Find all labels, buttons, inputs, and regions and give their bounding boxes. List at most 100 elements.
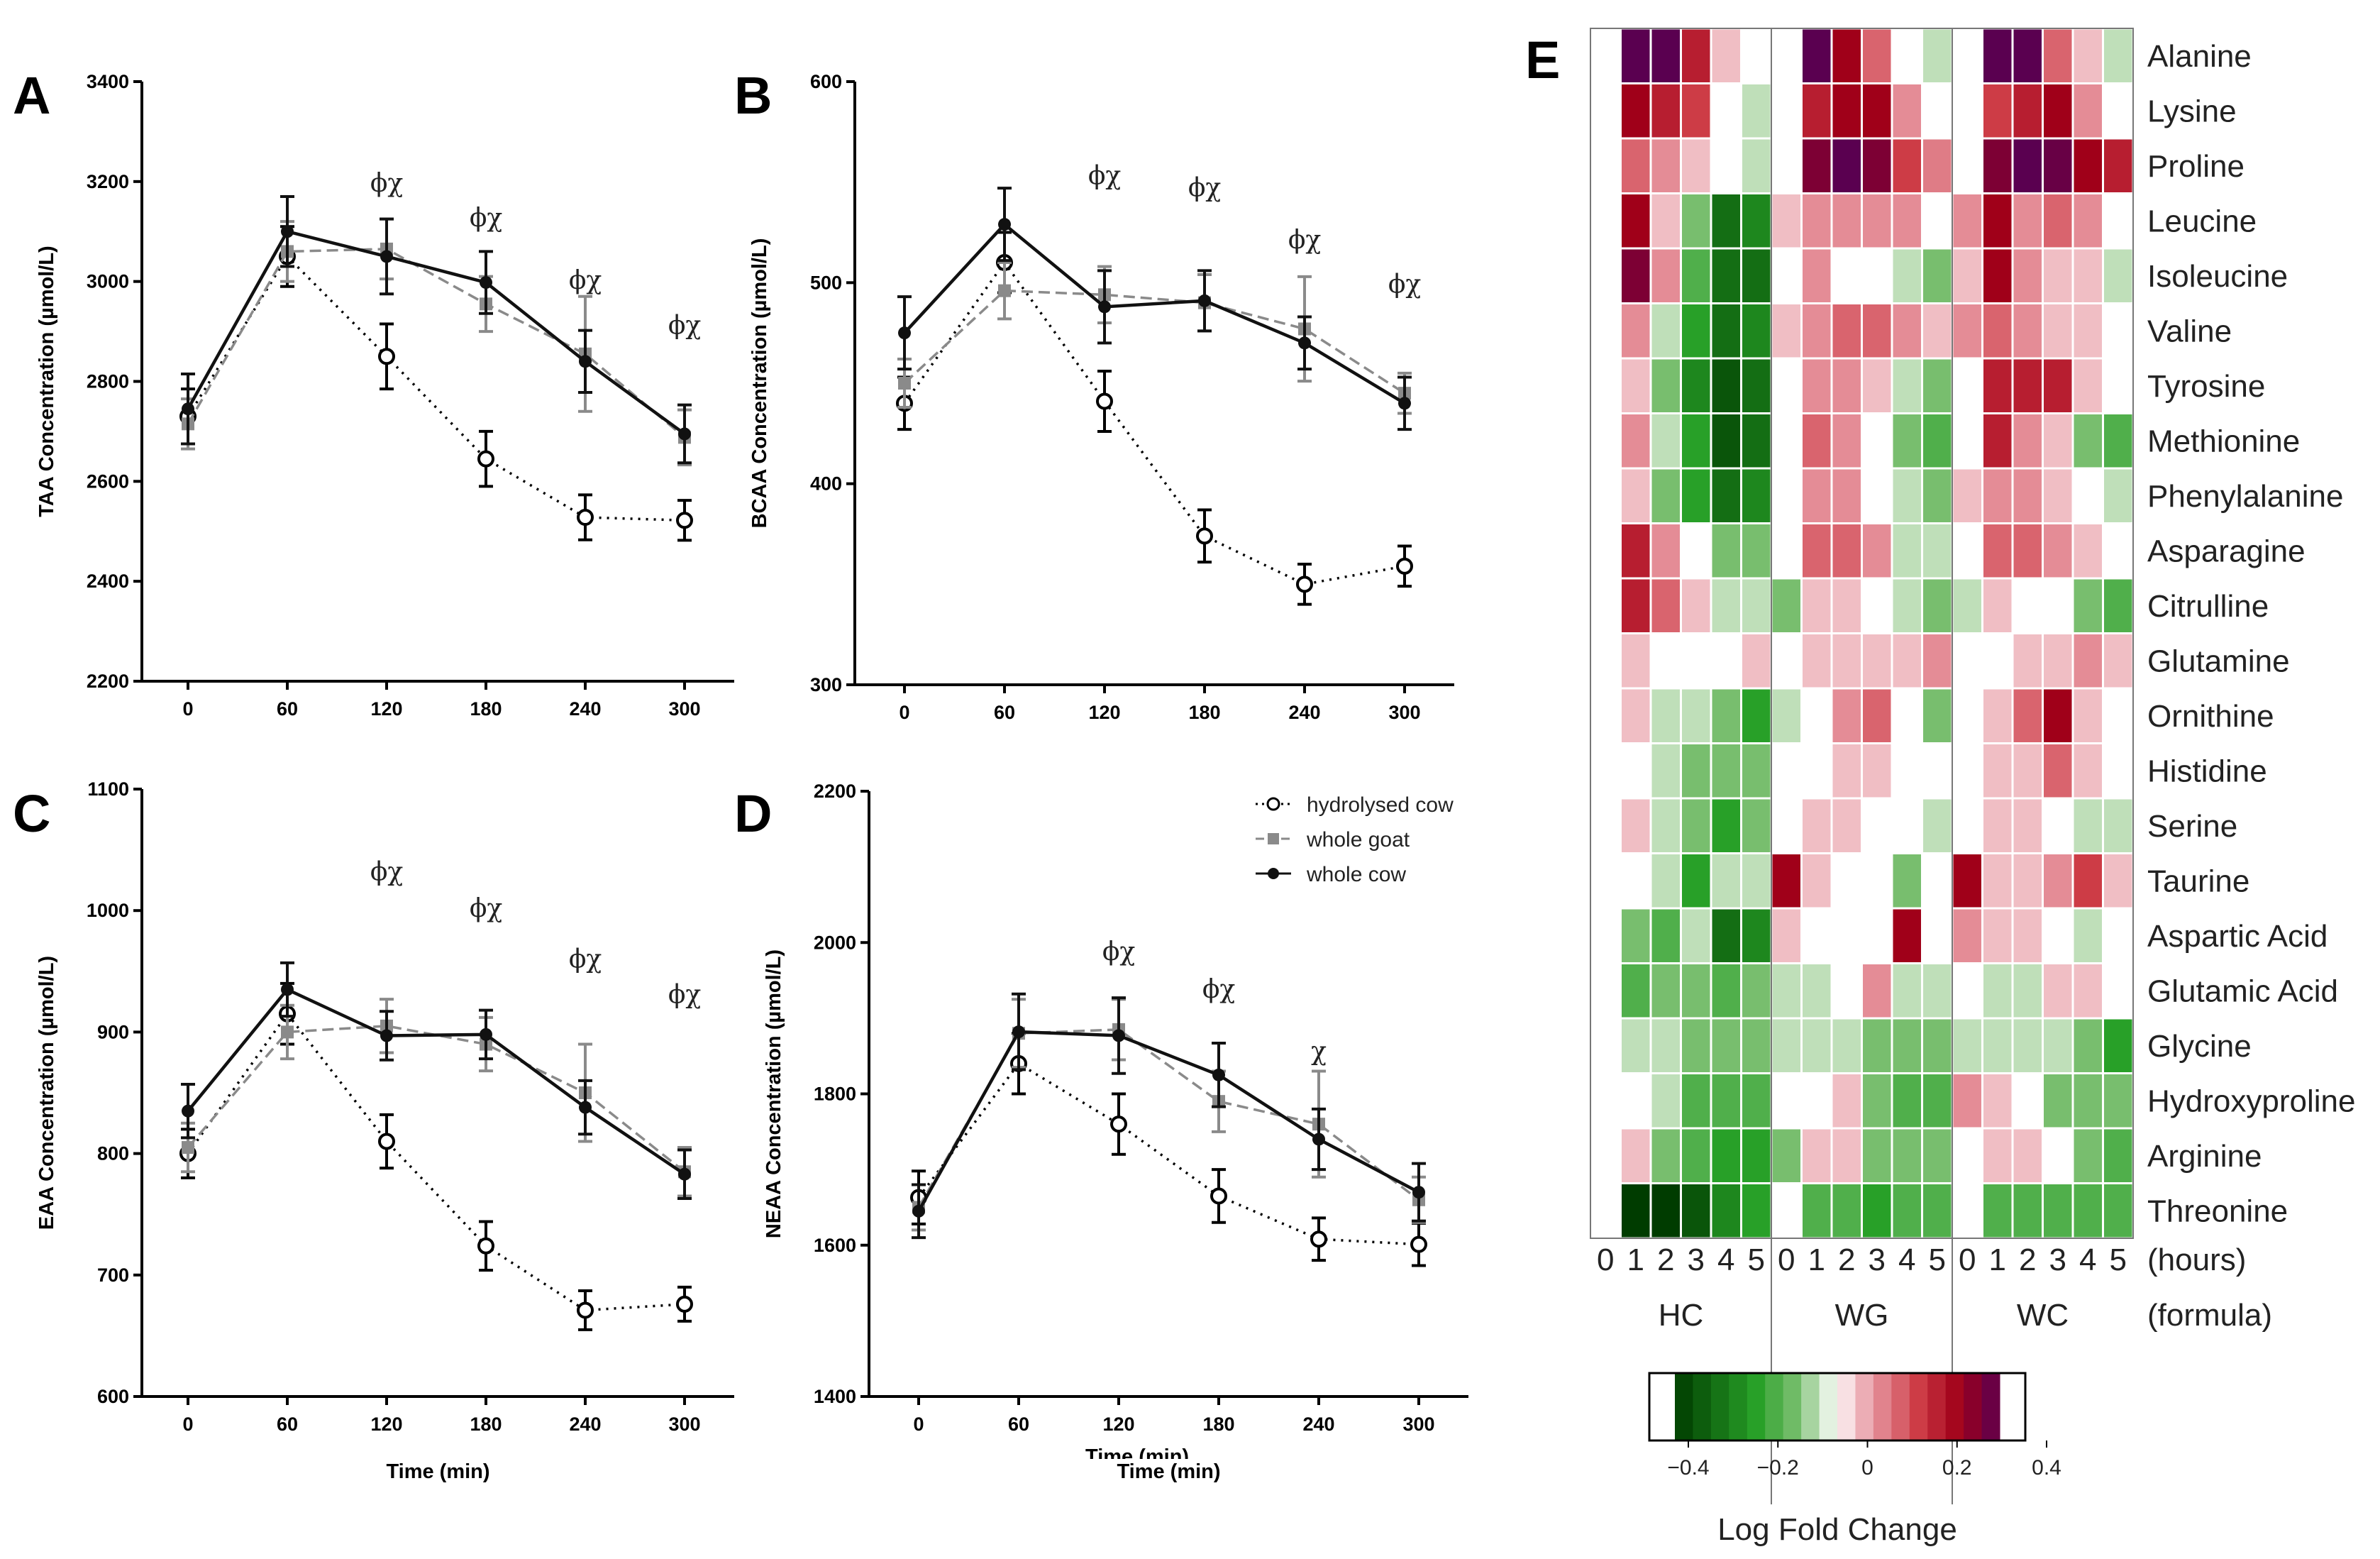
heatmap-cell	[1800, 797, 1833, 854]
data-point	[1096, 392, 1113, 410]
heatmap-cell	[1891, 522, 1923, 580]
x-tick-label: 0	[182, 698, 193, 720]
heatmap-cell	[1861, 632, 1893, 690]
heatmap-cell	[1891, 412, 1923, 470]
data-point	[378, 348, 395, 365]
heatmap-cell	[1891, 907, 1923, 964]
heatmap-cell	[1680, 137, 1712, 194]
colorbar-swatch	[1855, 1373, 1874, 1440]
heatmap-cell	[2102, 1072, 2135, 1130]
y-tick-label: 2800	[87, 371, 129, 392]
heatmap-cell	[1649, 412, 1682, 470]
heatmap-cell	[1830, 962, 1863, 1020]
heatmap-cell	[1770, 357, 1803, 414]
heatmap-cell	[2102, 27, 2135, 84]
hour-label: 4	[2079, 1243, 2096, 1277]
heatmap-cell	[1951, 357, 1983, 414]
heatmap-cell	[1589, 1072, 1622, 1130]
heatmap-cell	[1740, 1127, 1773, 1184]
data-point	[678, 427, 691, 441]
heatmap-cell	[1951, 247, 1983, 304]
y-axis-label: NEAA Concentration (µmol/L)	[763, 949, 785, 1238]
heatmap-cell	[1951, 742, 1983, 800]
row-label: Glycine	[2147, 1029, 2252, 1064]
x-tick-label: 60	[277, 1414, 298, 1435]
heatmap-cell	[1740, 467, 1773, 524]
legend-item-whole-cow: whole cow	[1256, 863, 1406, 886]
heatmap-cell	[1649, 82, 1682, 140]
data-point	[1310, 1230, 1327, 1248]
heatmap-cell	[2042, 82, 2074, 140]
heatmap-cell	[1830, 797, 1863, 854]
heatmap-cell	[1770, 632, 1803, 690]
heatmap-cell	[1800, 247, 1833, 304]
heatmap-cell	[2042, 577, 2074, 634]
colorbar-swatch	[1964, 1373, 1983, 1440]
y-tick-label: 1000	[87, 900, 129, 921]
heatmap-cell	[1649, 1182, 1682, 1240]
heatmap-cell	[1861, 1182, 1893, 1240]
group-label: WG	[1835, 1298, 1889, 1333]
heatmap-cell	[1800, 962, 1833, 1020]
data-point	[1110, 1115, 1127, 1133]
heatmap-cell	[1891, 27, 1923, 84]
x-tick-label: 180	[470, 698, 502, 720]
heatmap-cell	[1680, 82, 1712, 140]
hour-label: 2	[1657, 1243, 1674, 1277]
significance-annotation: ϕχ	[668, 980, 702, 1009]
heatmap-cell	[1830, 852, 1863, 910]
y-tick-label: 3400	[87, 71, 129, 92]
heatmap-cell	[1649, 907, 1682, 964]
heatmap-cell	[1861, 302, 1893, 360]
heatmap-cell	[2102, 137, 2135, 194]
x-tick-label: 120	[370, 1414, 402, 1435]
series-whole-cow	[897, 187, 1412, 431]
hour-label: 4	[1717, 1243, 1734, 1277]
heatmap-cell	[2011, 797, 2044, 854]
heatmap-cell	[1921, 137, 1954, 194]
data-point	[182, 1104, 194, 1118]
significance-annotation: ϕχ	[370, 169, 404, 198]
heatmap-cell	[2071, 852, 2104, 910]
heatmap-cell	[1951, 1072, 1983, 1130]
heatmap-cell	[1830, 742, 1863, 800]
data-point	[998, 284, 1011, 297]
heatmap-cell	[1649, 1072, 1682, 1130]
heatmap-cell	[1589, 797, 1622, 854]
heatmap-cell	[1951, 27, 1983, 84]
row-label: Phenylalanine	[2147, 479, 2343, 514]
heatmap-cell	[2011, 632, 2044, 690]
group-label: WC	[2017, 1298, 2069, 1333]
hour-label: 3	[1869, 1243, 1886, 1277]
series-line	[187, 229, 686, 436]
row-label: Citrulline	[2147, 589, 2269, 624]
heatmap-cell	[1921, 1182, 1954, 1240]
heatmap-cell	[1710, 742, 1742, 800]
heatmap-cell	[1620, 412, 1652, 470]
colorbar-swatch	[1945, 1373, 1964, 1440]
heatmap-cell	[1800, 192, 1833, 250]
colorbar-swatch	[1981, 1373, 2000, 1440]
heatmap-cell	[2042, 412, 2074, 470]
heatmap-cell	[2042, 1182, 2074, 1240]
heatmap-cell	[1830, 577, 1863, 634]
heatmap-cell	[2102, 1017, 2135, 1074]
heatmap-cell	[1830, 247, 1863, 304]
heatmap-cell	[2102, 632, 2135, 690]
heatmap-cell	[2042, 137, 2074, 194]
heatmap-cell	[1740, 357, 1773, 414]
heatmap-cell	[1620, 852, 1652, 910]
heatmap-cell	[1800, 852, 1833, 910]
heatmap-cell	[1710, 522, 1742, 580]
heatmap-cell	[1981, 192, 2014, 250]
heatmap-panel-e: E Alanine Lysine Proline Leucine Isoleucine Va…	[1525, 27, 2355, 1547]
data-point	[477, 450, 494, 468]
significance-annotation: ϕχ	[1102, 937, 1136, 966]
heatmap-cell	[1981, 962, 2014, 1020]
y-tick-label: 1400	[814, 1386, 856, 1407]
y-tick-label: 3200	[87, 171, 129, 192]
heatmap-cell	[1620, 27, 1652, 84]
data-point	[577, 1301, 594, 1319]
y-tick-label: 800	[97, 1143, 129, 1164]
y-tick-label: 700	[97, 1265, 129, 1286]
